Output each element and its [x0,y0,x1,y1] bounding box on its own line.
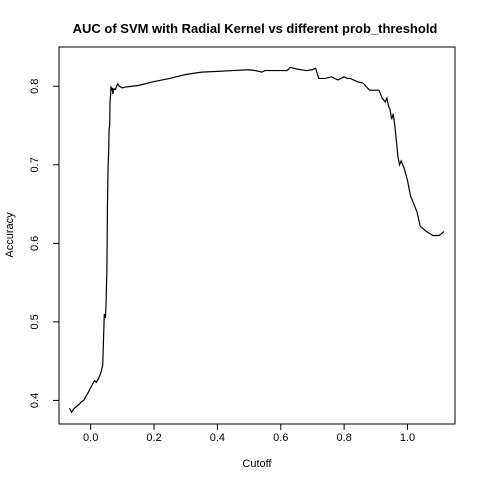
y-tick-label: 0.5 [29,314,41,329]
plot-frame [58,46,456,425]
x-axis: 0.0 0.2 0.4 0.6 0.8 1.0 [83,424,415,444]
x-tick-label: 0.8 [336,432,351,444]
y-tick-label: 0.8 [29,79,41,94]
y-axis: 0.4 0.5 0.6 0.7 0.8 [29,79,59,408]
x-tick-label: 0.4 [210,432,225,444]
y-tick-label: 0.6 [29,236,41,251]
y-tick-label: 0.7 [29,157,41,172]
x-tick-label: 1.0 [400,432,415,444]
x-tick-label: 0.6 [273,432,288,444]
x-tick-label: 0.2 [146,432,161,444]
x-axis-label: Cutoff [242,458,272,470]
accuracy-series-line [68,66,445,414]
chart-title: AUC of SVM with Radial Kernel vs differe… [73,21,438,36]
y-axis-label: Accuracy [4,212,16,258]
x-tick-label: 0.0 [83,432,98,444]
y-tick-label: 0.4 [29,393,41,408]
